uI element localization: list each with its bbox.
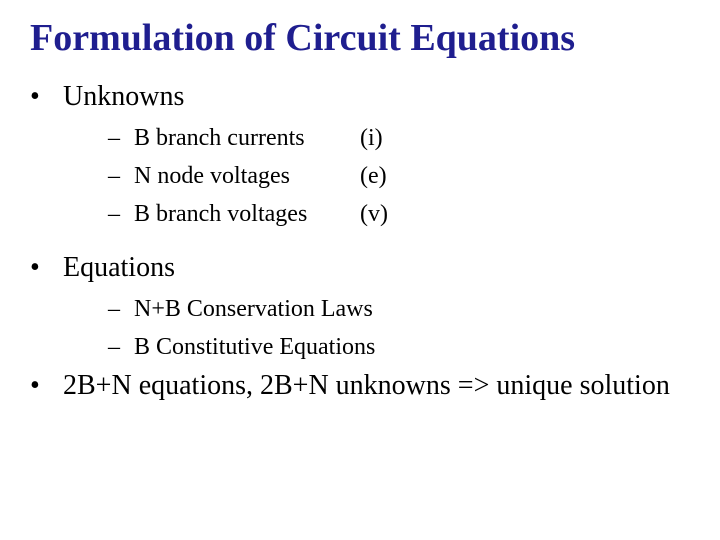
bullet-dot-icon: • (30, 249, 56, 287)
bullet-equations-label: Equations (63, 252, 175, 283)
bullet-summary-label: 2B+N equations, 2B+N unknowns => unique … (63, 370, 670, 401)
sub-bullet-equations-1: – B Constitutive Equations (108, 331, 690, 363)
dash-icon: – (108, 198, 128, 230)
sub-bullet-text: N node voltages (134, 160, 354, 192)
bullet-dot-icon: • (30, 78, 56, 116)
dash-icon: – (108, 331, 128, 363)
slide-title: Formulation of Circuit Equations (30, 18, 690, 60)
sub-bullet-text: B branch currents (134, 122, 354, 154)
sub-bullet-unknowns-1: – N node voltages (e) (108, 160, 690, 192)
sub-bullet-unknowns-2: – B branch voltages (v) (108, 198, 690, 230)
sub-bullet-symbol: (e) (360, 160, 387, 192)
dash-icon: – (108, 122, 128, 154)
sub-bullet-unknowns-0: – B branch currents (i) (108, 122, 690, 154)
sub-bullet-symbol: (v) (360, 198, 388, 230)
bullet-summary: • 2B+N equations, 2B+N unknowns => uniqu… (30, 367, 690, 405)
sub-bullet-text: B branch voltages (134, 198, 354, 230)
sub-bullet-equations-0: – N+B Conservation Laws (108, 293, 690, 325)
dash-icon: – (108, 293, 128, 325)
sub-bullet-text: B Constitutive Equations (134, 334, 375, 360)
slide: Formulation of Circuit Equations • Unkno… (0, 0, 720, 540)
bullet-dot-icon: • (30, 367, 56, 405)
bullet-unknowns-label: Unknowns (63, 81, 184, 112)
sub-bullet-text: N+B Conservation Laws (134, 296, 373, 322)
sub-bullet-symbol: (i) (360, 122, 383, 154)
bullet-unknowns: • Unknowns (30, 78, 690, 116)
dash-icon: – (108, 160, 128, 192)
bullet-equations: • Equations (30, 249, 690, 287)
